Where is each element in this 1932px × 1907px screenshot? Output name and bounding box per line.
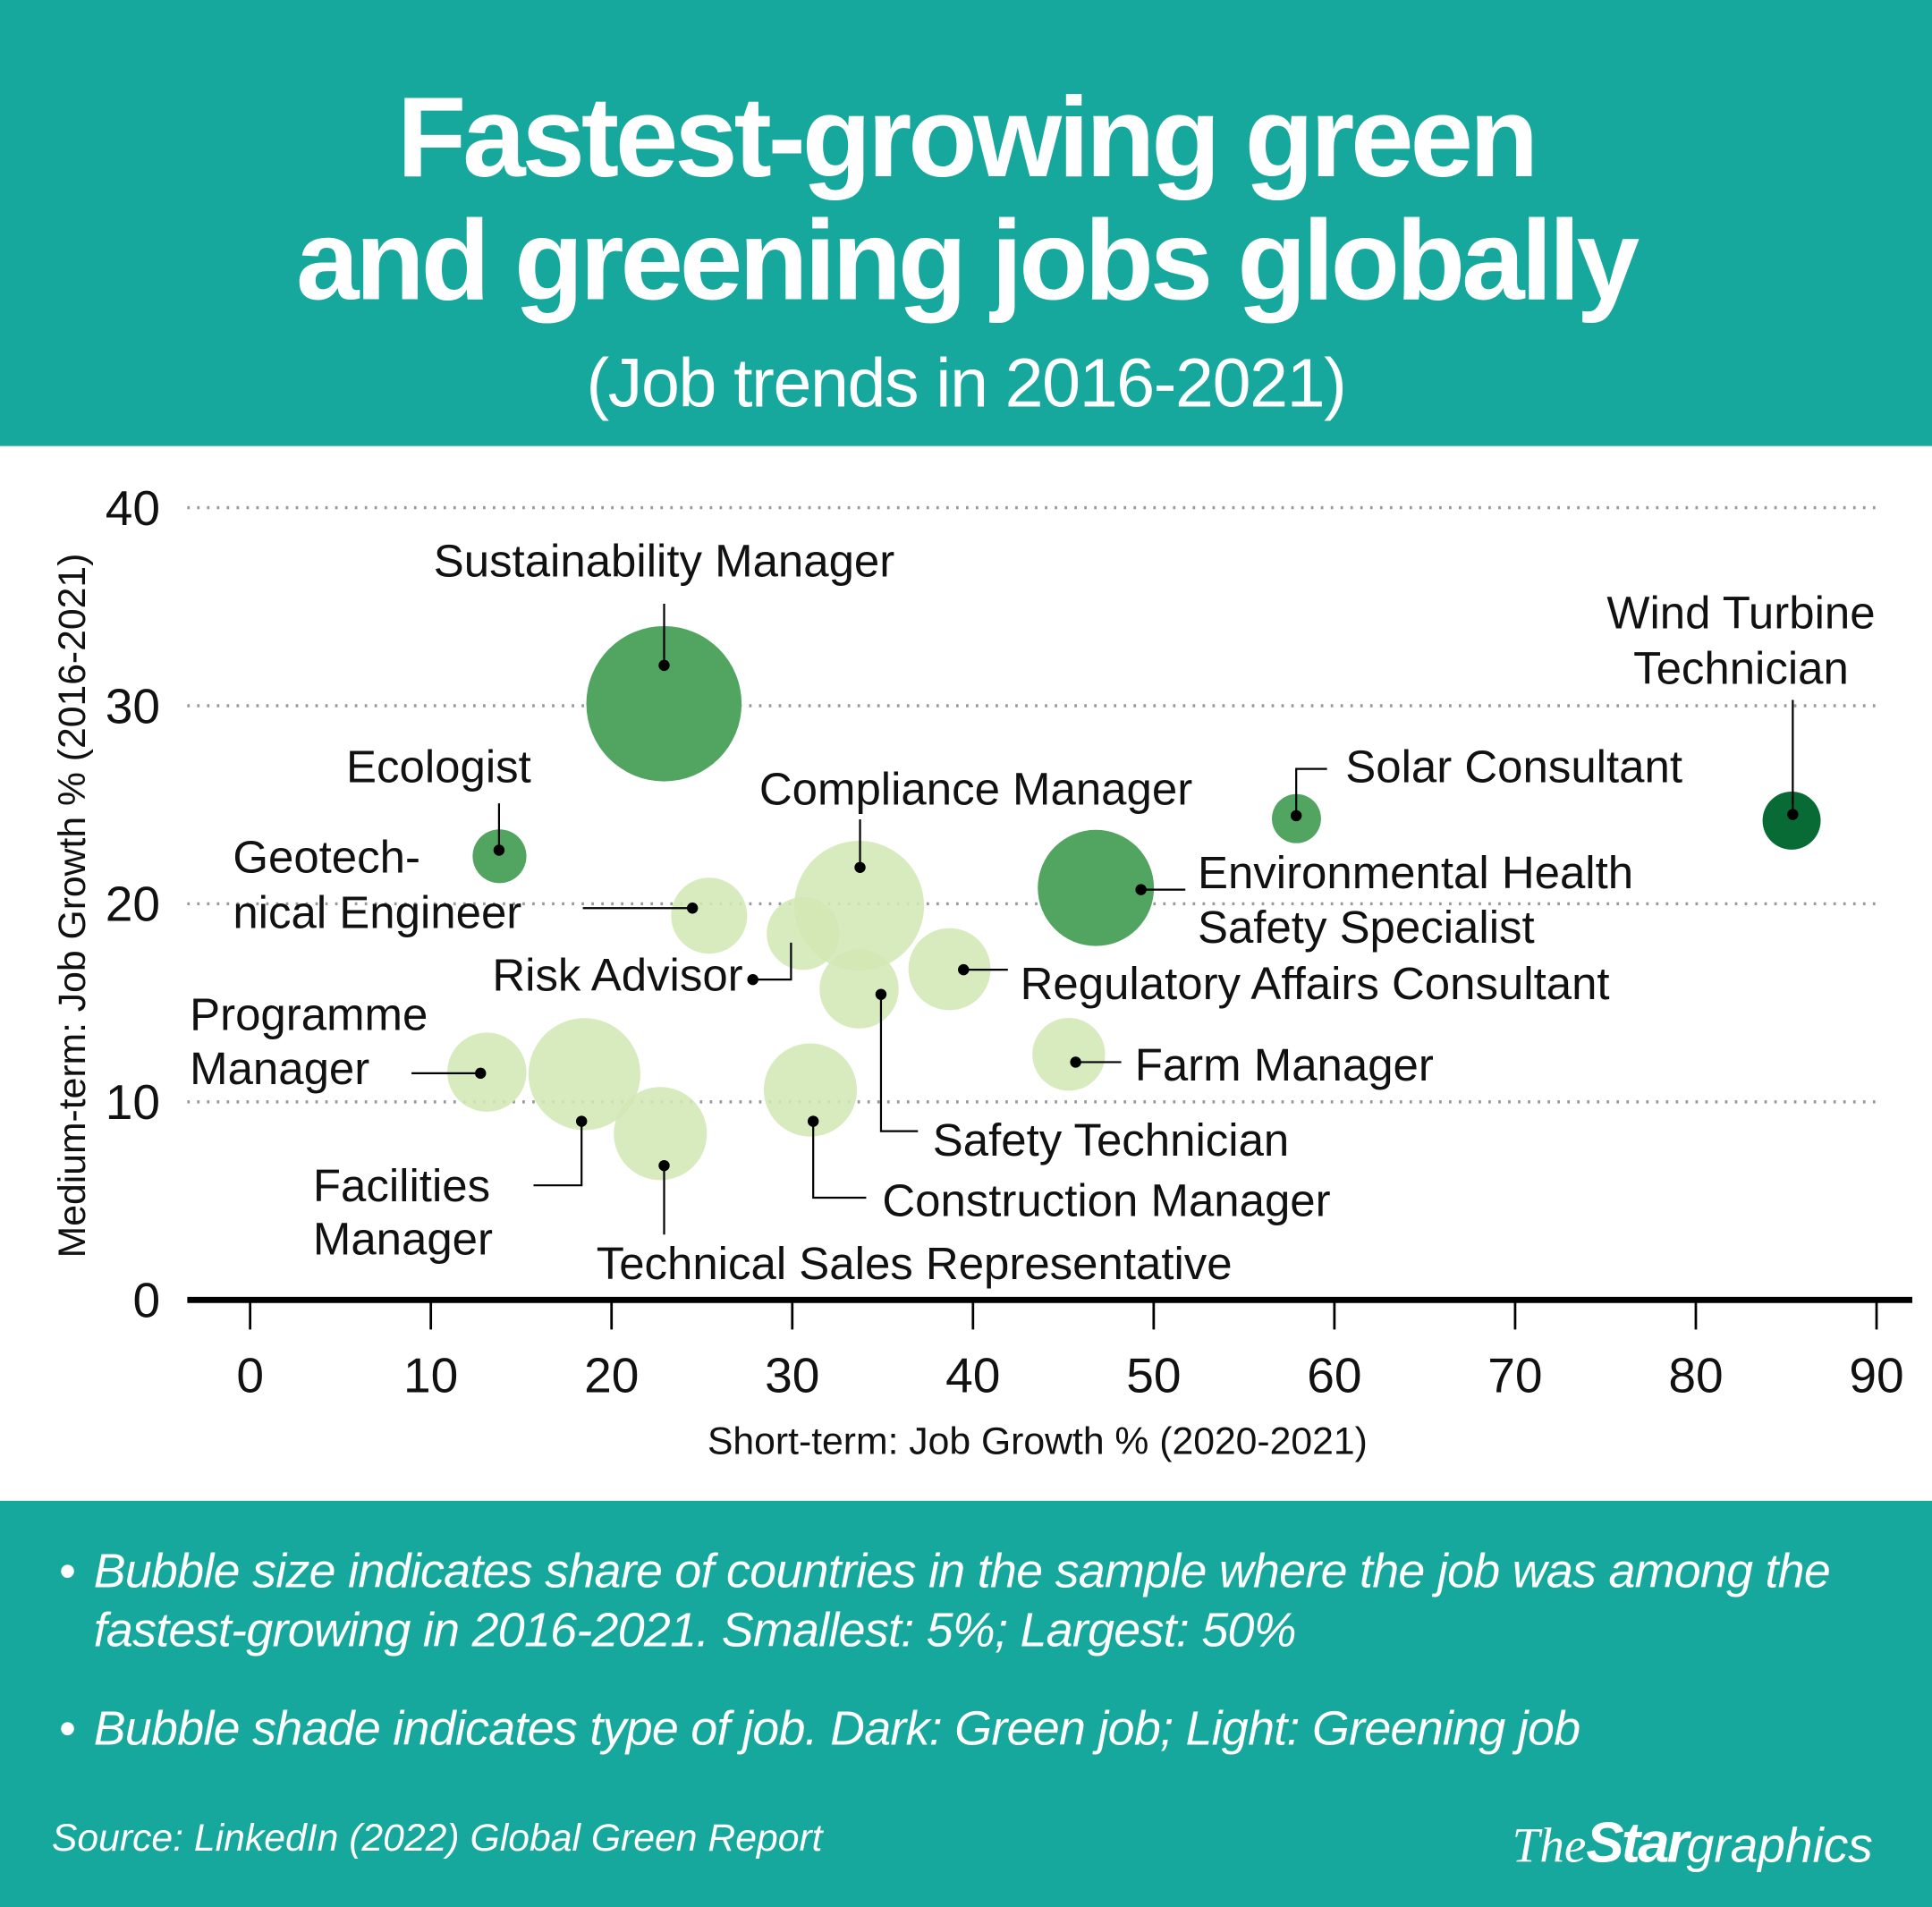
thestar-graphics-logo: TheStargraphics xyxy=(1513,1809,1873,1875)
point-label: Ecologist xyxy=(346,742,531,792)
point-label: Manager xyxy=(190,1043,369,1094)
leader-line xyxy=(1295,767,1327,816)
bubble xyxy=(472,829,527,884)
gridlines xyxy=(187,505,1879,1104)
point-label: Manager xyxy=(313,1213,493,1264)
y-tick-label: 0 xyxy=(132,1273,160,1328)
anchor-dot xyxy=(493,844,505,856)
leader-lines xyxy=(411,603,1799,1235)
x-tick-label: 70 xyxy=(1487,1348,1542,1403)
bubble xyxy=(908,928,991,1011)
point-label: Sustainability Manager xyxy=(434,536,895,587)
bubble xyxy=(1032,1018,1106,1091)
x-tick-label: 40 xyxy=(945,1348,1000,1403)
chart-subtitle: (Job trends in 2016-2021) xyxy=(586,343,1346,422)
point-label: Solar Consultant xyxy=(1345,742,1682,792)
header-band: Fastest-growing green and greening jobs … xyxy=(0,0,1932,446)
bubble xyxy=(1762,791,1821,850)
bullet-icon: • xyxy=(59,1702,76,1757)
anchor-dot xyxy=(854,861,866,873)
title-line-1: Fastest-growing green xyxy=(396,75,1538,201)
point-label: nical Engineer xyxy=(233,886,521,937)
point-label: Construction Manager xyxy=(882,1175,1330,1226)
point-label: Geotech- xyxy=(233,831,420,882)
note-bubble-shade: • Bubble shade indicates type of job. Da… xyxy=(59,1700,1580,1759)
bubble xyxy=(763,1043,858,1137)
point-label: Safety Technician xyxy=(933,1115,1289,1165)
leader-line xyxy=(533,1121,583,1187)
bubble xyxy=(1038,829,1155,946)
bullet-icon: • xyxy=(59,1545,76,1598)
x-tick-label: 10 xyxy=(403,1348,458,1403)
bubble xyxy=(586,625,742,782)
anchor-dot xyxy=(747,973,758,986)
bubble xyxy=(528,1018,640,1131)
bubble-chart: Sustainability Manager Ecologist Wind Turb… xyxy=(51,480,1912,1463)
y-tick-label: 20 xyxy=(106,877,160,932)
bubbles xyxy=(447,625,1821,1181)
anchor-dot xyxy=(1787,809,1799,820)
note-text: Bubble size indicates share of countries… xyxy=(93,1545,1831,1657)
point-label: Regulatory Affairs Consultant xyxy=(1021,958,1610,1009)
x-tick-label: 80 xyxy=(1668,1348,1723,1403)
point-label: Safety Specialist xyxy=(1198,902,1535,953)
anchor-dot xyxy=(807,1115,819,1127)
bubble xyxy=(671,877,748,954)
y-tick-label: 10 xyxy=(106,1074,160,1130)
footer-band: • Bubble size indicates share of countri… xyxy=(0,1500,1932,1907)
anchor-dot xyxy=(686,903,699,914)
source-note: Source: LinkedIn (2022) Global Green Rep… xyxy=(51,1816,823,1860)
anchor-dot xyxy=(475,1067,487,1080)
x-tick-label: 30 xyxy=(765,1348,819,1403)
anchor-dot xyxy=(658,1159,670,1172)
bubble xyxy=(614,1087,708,1181)
leader-line xyxy=(812,1121,867,1199)
x-tick-label: 20 xyxy=(584,1348,639,1403)
logo-the: The xyxy=(1512,1817,1587,1873)
anchor-dot xyxy=(1290,809,1302,822)
point-label: Compliance Manager xyxy=(759,764,1192,815)
anchor-dot xyxy=(576,1115,588,1127)
point-label: Risk Advisor xyxy=(492,950,742,1001)
logo-star: Star xyxy=(1586,1810,1689,1875)
bubble xyxy=(447,1032,527,1112)
point-labels: Sustainability Manager Ecologist Wind Turb… xyxy=(190,536,1875,1289)
bubble xyxy=(767,896,840,970)
note-text: Bubble shade indicates type of job. Dark… xyxy=(93,1702,1580,1757)
leader-line xyxy=(879,994,919,1132)
y-tick-label: 30 xyxy=(106,678,160,733)
logo-graphics: graphics xyxy=(1686,1818,1873,1873)
x-tick-label: 0 xyxy=(236,1348,264,1403)
y-axis-label: Medium-term: Job Growth % (2016-2021) xyxy=(51,554,94,1259)
anchor-dot xyxy=(1135,884,1147,895)
point-label: Farm Manager xyxy=(1135,1039,1434,1090)
chart-title: Fastest-growing green and greening jobs … xyxy=(0,76,1932,323)
x-tick-label: 90 xyxy=(1849,1348,1903,1403)
point-label: Wind Turbine xyxy=(1606,588,1875,639)
point-label: Technician xyxy=(1633,643,1849,694)
title-line-2: and greening jobs globally xyxy=(295,198,1640,325)
note-bubble-size: • Bubble size indicates share of countri… xyxy=(59,1543,1932,1661)
point-label: Programme xyxy=(190,989,428,1040)
anchor-dot xyxy=(958,963,970,976)
point-label: Environmental Health xyxy=(1198,847,1633,898)
leader-line xyxy=(752,942,792,981)
bubble xyxy=(819,949,899,1029)
anchor-dot xyxy=(875,988,887,1000)
point-label: Facilities xyxy=(313,1160,490,1211)
y-tick-label: 40 xyxy=(106,480,160,536)
anchor-dot xyxy=(658,659,670,672)
point-label: Technical Sales Representative xyxy=(597,1238,1233,1289)
x-axis-label: Short-term: Job Growth % (2020-2021) xyxy=(708,1420,1368,1463)
axes: 0 10 20 30 40 0 10 20 30 40 50 60 70 80 90 xyxy=(106,480,1912,1403)
anchor-dot xyxy=(1070,1056,1081,1068)
x-tick-label: 60 xyxy=(1307,1348,1361,1403)
x-tick-label: 50 xyxy=(1126,1348,1181,1403)
